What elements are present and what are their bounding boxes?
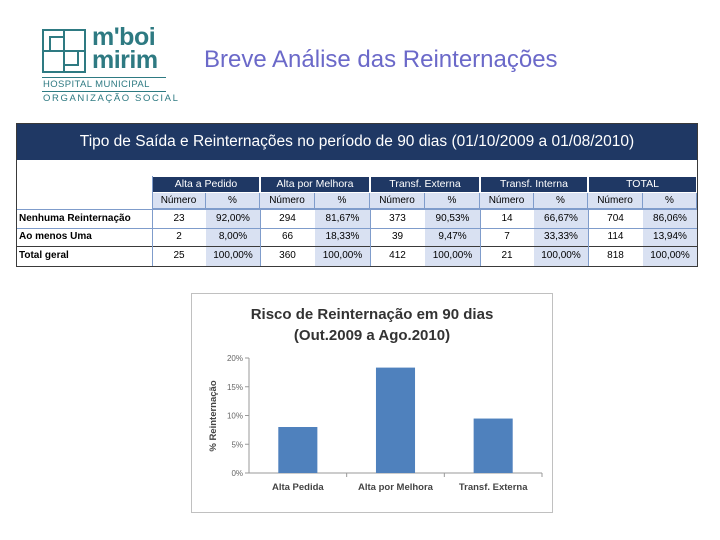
table-cell: 7 xyxy=(504,231,510,242)
table-gridline xyxy=(260,209,261,266)
logo-line1: m'boi xyxy=(92,23,156,51)
table-gridline xyxy=(588,209,589,266)
table-cell: 100,00% xyxy=(432,250,473,261)
table-gridline xyxy=(17,246,697,247)
reinternation-chart: Risco de Reinternação em 90 dias (Out.20… xyxy=(191,293,553,513)
table-cell: 704 xyxy=(607,213,624,224)
table-cell: 81,67% xyxy=(325,213,360,224)
table-gridline xyxy=(370,209,371,266)
x-tick-label: Alta Pedida xyxy=(272,482,324,493)
logo-divider xyxy=(42,77,166,78)
slide-title: Breve Análise das Reinternações xyxy=(204,46,558,73)
y-tick-label: 10% xyxy=(227,412,243,421)
bar-alta-por-melhora xyxy=(375,367,416,473)
table-gridline xyxy=(152,176,153,266)
table-cell: 100,00% xyxy=(541,250,581,261)
table-cell: 100,00% xyxy=(322,250,363,261)
table-cell: 14 xyxy=(501,213,513,224)
subheader-percent: % xyxy=(643,193,697,209)
table-cell: 9,47% xyxy=(438,231,467,242)
shaded-column xyxy=(206,209,260,266)
table-cell: 92,00% xyxy=(216,213,250,224)
table-cell: 100,00% xyxy=(213,250,253,261)
table-cell: 21 xyxy=(501,250,513,261)
shaded-column xyxy=(534,209,588,266)
logo-divider xyxy=(42,91,166,92)
bar-alta-pedida xyxy=(278,427,318,473)
x-tick-label: Alta por Melhora xyxy=(358,482,434,493)
table-cell: 23 xyxy=(173,213,185,224)
y-tick-label: 15% xyxy=(227,383,243,392)
chart-plot: % Reinternação 0% 5% 10% 15% 20% Alta Pedida A… xyxy=(208,354,543,493)
logo-mark-icon xyxy=(42,29,86,73)
group-header-alta-melhora: Alta por Melhora xyxy=(260,176,370,193)
table-cell: 86,06% xyxy=(653,213,687,224)
table-cell: 818 xyxy=(607,250,624,261)
table-gridline xyxy=(480,209,481,266)
table-cell: 33,33% xyxy=(544,231,578,242)
subheader-percent: % xyxy=(425,193,480,209)
subheader-numero: Número xyxy=(370,193,425,209)
reinternation-table: Tipo de Saída e Reinternações no período… xyxy=(16,123,698,267)
table-cell: 373 xyxy=(389,213,406,224)
subheader-percent: % xyxy=(315,193,370,209)
table-cell: 13,94% xyxy=(653,231,687,242)
group-header-transf-externa: Transf. Externa xyxy=(370,176,480,193)
subheader-percent: % xyxy=(206,193,260,209)
row-label: Total geral xyxy=(19,250,69,261)
row-label: Ao menos Uma xyxy=(19,231,92,242)
shaded-column xyxy=(315,209,370,266)
subheader-numero: Número xyxy=(152,193,206,209)
x-tick-label: Transf. Externa xyxy=(459,482,528,493)
logo-subtitle-org: ORGANIZAÇÃO SOCIAL xyxy=(43,93,180,104)
chart-subtitle: (Out.2009 a Ago.2010) xyxy=(293,327,451,344)
table-cell: 18,33% xyxy=(325,231,360,242)
group-header-alta-pedido: Alta a Pedido xyxy=(152,176,260,193)
y-tick-label: 20% xyxy=(227,354,243,363)
y-tick-label: 5% xyxy=(231,440,243,449)
subheader-numero: Número xyxy=(588,193,643,209)
logo-subtitle-hospital: HOSPITAL MUNICIPAL xyxy=(43,79,150,90)
y-tick-label: 0% xyxy=(231,469,243,478)
table-title: Tipo de Saída e Reinternações no período… xyxy=(17,124,697,160)
table-gridline xyxy=(17,209,697,210)
table-cell: 90,53% xyxy=(435,213,470,224)
table-cell: 114 xyxy=(607,231,624,242)
table-cell: 294 xyxy=(279,213,296,224)
table-cell: 360 xyxy=(279,250,296,261)
table-cell: 25 xyxy=(173,250,185,261)
table-cell: 412 xyxy=(389,250,406,261)
subheader-numero: Número xyxy=(260,193,315,209)
group-header-transf-interna: Transf. Interna xyxy=(480,176,588,193)
table-cell: 66 xyxy=(281,231,294,242)
group-header-total: TOTAL xyxy=(588,176,697,193)
chart-title: Risco de Reinternação em 90 dias xyxy=(250,306,494,323)
subheader-numero: Número xyxy=(480,193,534,209)
table-cell: 100,00% xyxy=(650,250,690,261)
table-cell: 66,67% xyxy=(544,213,578,224)
y-axis-label: % Reinternação xyxy=(208,380,219,451)
subheader-percent: % xyxy=(534,193,588,209)
hospital-logo: m'boi mirim HOSPITAL MUNICIPAL ORGANIZAÇ… xyxy=(40,23,178,106)
logo-wordmark: m'boi mirim xyxy=(92,23,158,74)
table-cell: 2 xyxy=(176,231,182,242)
table-gridline xyxy=(17,228,697,229)
shaded-column xyxy=(425,209,480,266)
logo-line2: mirim xyxy=(92,46,158,74)
row-label: Nenhuma Reinternação xyxy=(19,213,131,224)
table-cell: 39 xyxy=(391,231,404,242)
bar-transf-externa xyxy=(473,418,513,473)
shaded-column xyxy=(643,209,697,266)
table-cell: 8,00% xyxy=(218,231,248,242)
